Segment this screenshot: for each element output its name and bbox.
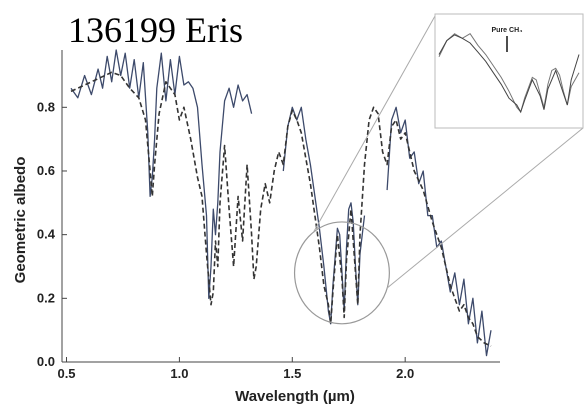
y-tick-label-1: 0.2 (37, 290, 55, 305)
chart-title: 136199 Eris (68, 10, 243, 50)
y-tick-label-4: 0.8 (37, 99, 55, 114)
y-tick-label-2: 0.4 (37, 227, 56, 242)
inset-observed-line (438, 33, 580, 114)
x-axis-label: Wavelength (µm) (235, 388, 355, 405)
observed-spectrum-segment-2 (386, 106, 492, 357)
x-tick-label-0: 0.5 (57, 366, 75, 381)
x-tick-label-1: 1.0 (170, 366, 188, 381)
inset-panel (434, 13, 584, 129)
x-tick-label-2: 1.5 (283, 366, 301, 381)
y-tick-label-3: 0.6 (37, 163, 55, 178)
y-axis-label: Geometric albedo (12, 157, 29, 284)
y-tick-label-0: 0.0 (37, 354, 55, 369)
observed-spectrum-segment-0 (70, 49, 253, 299)
inset-model-line (438, 34, 580, 114)
model-spectrum-line (70, 71, 492, 347)
inset-connector-top (313, 15, 436, 233)
inset-connector-bottom (386, 127, 584, 289)
zoom-circle (293, 221, 390, 325)
inset-label: Pure CH₄ (492, 27, 523, 34)
plot-area (62, 50, 500, 362)
x-tick-label-3: 2.0 (396, 366, 414, 381)
